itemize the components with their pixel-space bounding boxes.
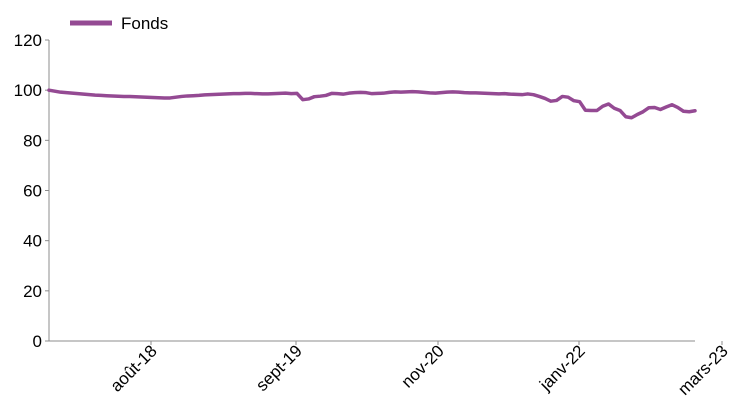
y-tick-label: 60 (23, 182, 42, 201)
y-tick-label: 80 (23, 131, 42, 150)
y-tick-label: 20 (23, 282, 42, 301)
series-line-fonds (47, 88, 697, 120)
legend-label-fonds: Fonds (121, 14, 168, 33)
y-tick-label: 120 (14, 31, 42, 50)
x-tick-label: janv-22 (535, 341, 589, 395)
legend: Fonds (70, 14, 168, 33)
x-tick-label: mars-23 (674, 341, 729, 398)
x-tick-label: août-18 (107, 341, 161, 395)
x-tick-label: sept-19 (252, 341, 306, 395)
series-group (47, 88, 697, 120)
x-tick-label: nov-20 (398, 341, 448, 391)
y-tick-label: 100 (14, 81, 42, 100)
y-tick-label: 40 (23, 232, 42, 251)
x-axis: août-18 sept-19 nov-20 janv-22 mars-23 (49, 340, 729, 399)
y-tick-label: 0 (33, 332, 42, 351)
y-axis: 0 20 40 60 80 100 120 (14, 31, 50, 351)
